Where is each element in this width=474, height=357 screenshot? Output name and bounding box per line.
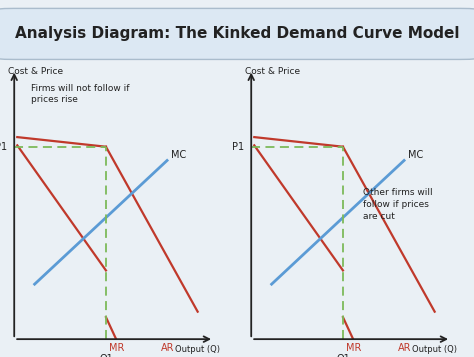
Text: MR: MR [346, 343, 361, 353]
Text: MR: MR [109, 343, 124, 353]
Text: P1: P1 [232, 142, 244, 152]
Text: AR: AR [161, 343, 174, 353]
Text: Output (Q): Output (Q) [175, 345, 220, 354]
Text: Other firms will
follow if prices
are cut: Other firms will follow if prices are cu… [363, 188, 433, 221]
Text: Cost & Price: Cost & Price [8, 67, 63, 76]
Text: AR: AR [398, 343, 411, 353]
Text: Firms will not follow if
prices rise: Firms will not follow if prices rise [30, 84, 129, 104]
Text: Q1: Q1 [336, 354, 350, 357]
Text: MC: MC [171, 150, 186, 160]
Text: Output (Q): Output (Q) [412, 345, 457, 354]
Text: P1: P1 [0, 142, 7, 152]
Text: MC: MC [408, 150, 423, 160]
FancyBboxPatch shape [0, 9, 474, 59]
Text: Cost & Price: Cost & Price [245, 67, 300, 76]
Text: Q1: Q1 [99, 354, 113, 357]
Text: Analysis Diagram: The Kinked Demand Curve Model: Analysis Diagram: The Kinked Demand Curv… [15, 26, 459, 41]
